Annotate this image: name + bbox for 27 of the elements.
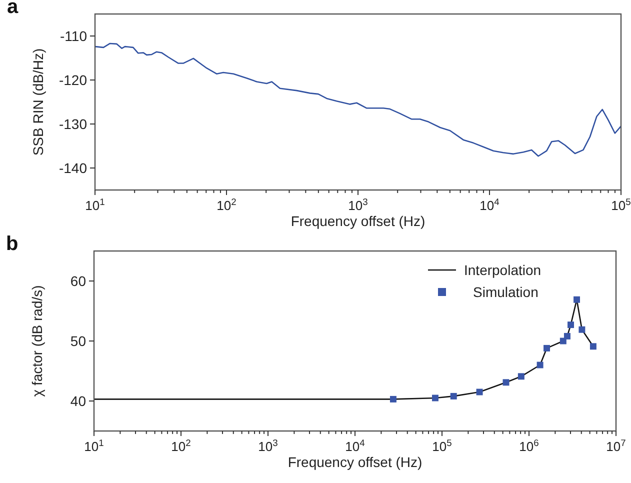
x-axis-title: Frequency offset (Hz) <box>288 454 422 470</box>
chart-title: a <box>7 0 19 18</box>
legend-label: Interpolation <box>464 262 542 278</box>
x-tick-label: 10$^{4}$ <box>345 438 365 454</box>
x-tick-label: 10$^{5}$ <box>432 438 452 454</box>
x-tick-label: 10$^{3}$ <box>258 438 278 454</box>
x-tick-label: 10$^{6}$ <box>519 438 539 454</box>
x-tick-label: 10$^{2}$ <box>171 438 191 454</box>
y-tick-label: -110 <box>60 28 88 44</box>
y-axis-title: SSB RIN (dB/Hz) <box>30 48 46 156</box>
x-axis-title: Frequency offset (Hz) <box>290 213 426 229</box>
x-tick-label: 10$^{1}$ <box>84 438 104 454</box>
x-tick-label: 10$^{1}$ <box>85 197 105 213</box>
y-axis-title: χ factor (dB rad/s) <box>29 285 45 397</box>
x-tick-label: 10$^{7}$ <box>606 438 626 454</box>
y-tick-label: -120 <box>58 72 88 88</box>
x-tick-label: 10$^{3}$ <box>348 197 368 213</box>
y-tick-label: 50 <box>70 333 86 349</box>
x-tick-label: 10$^{4}$ <box>480 197 500 213</box>
y-tick-label: 40 <box>70 393 86 409</box>
x-tick-label: 10$^{5}$ <box>611 197 631 213</box>
legend-label: Simulation <box>473 284 538 300</box>
y-tick-label: 60 <box>70 273 86 289</box>
x-tick-label: 10$^{2}$ <box>216 197 236 213</box>
y-tick-label: -140 <box>58 160 88 176</box>
chart-title: b <box>6 233 18 255</box>
y-tick-label: -130 <box>58 116 88 132</box>
